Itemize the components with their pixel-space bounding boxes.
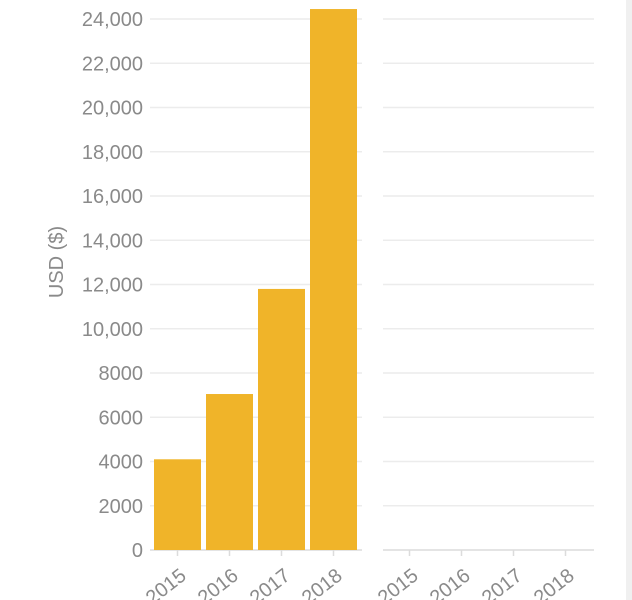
x-tick-label-2017: 2017 xyxy=(246,565,295,600)
y-tick-label: 16,000 xyxy=(82,186,143,208)
y-tick-label: 14,000 xyxy=(82,230,143,252)
bar-2016[interactable] xyxy=(206,394,253,550)
y-tick-label: 8000 xyxy=(99,363,144,385)
y-tick-label: 24,000 xyxy=(82,9,143,31)
y-tick-label: 12,000 xyxy=(82,275,143,297)
x-tick-label-2018: 2018 xyxy=(298,565,347,600)
x-tick-label-2018: 2018 xyxy=(530,565,579,600)
y-tick-label: 20,000 xyxy=(82,98,143,120)
bar-2017[interactable] xyxy=(258,288,305,550)
y-tick-label: 6000 xyxy=(99,407,144,429)
y-tick-label: 2000 xyxy=(99,496,144,518)
panel-edge xyxy=(626,0,632,600)
x-tick-label-2015: 2015 xyxy=(142,565,191,600)
x-axis-ticks: 2015 2016 2017 2018 2015 2016 2017 2018 xyxy=(142,550,579,600)
y-tick-label: 0 xyxy=(132,540,143,562)
y-axis-ticks: 0 2000 4000 6000 8000 10,000 12,000 14,000 16,00… xyxy=(82,9,143,562)
y-tick-label: 10,000 xyxy=(82,319,143,341)
y-tick-label: 22,000 xyxy=(82,53,143,75)
x-tick-label-2017: 2017 xyxy=(478,565,527,600)
x-tick-label-2015: 2015 xyxy=(374,565,423,600)
x-tick-label-2016: 2016 xyxy=(194,565,243,600)
y-axis-title: USD ($) xyxy=(46,226,68,298)
bars xyxy=(154,9,357,550)
y-tick-label: 18,000 xyxy=(82,142,143,164)
x-tick-label-2016: 2016 xyxy=(426,565,475,600)
bar-2018[interactable] xyxy=(310,9,357,550)
bar-2015[interactable] xyxy=(154,459,201,550)
y-tick-label: 4000 xyxy=(99,452,144,474)
